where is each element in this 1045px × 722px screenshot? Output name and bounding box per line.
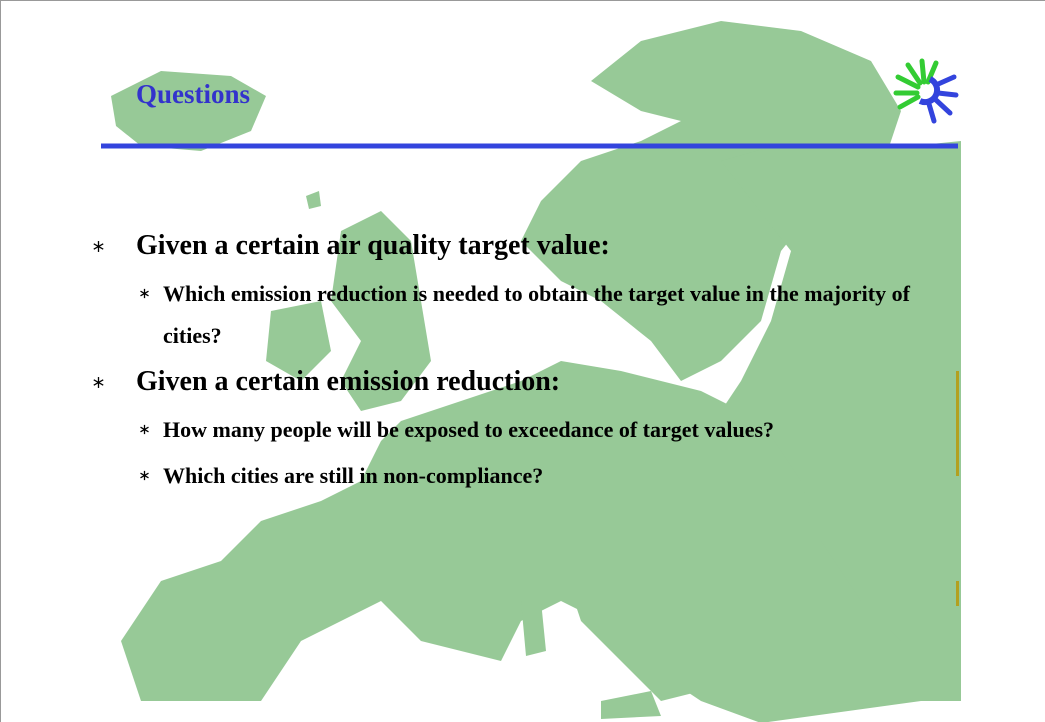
edge-strip	[956, 371, 959, 476]
edge-strip	[956, 581, 959, 606]
sub-bullet-text: How many people will be exposed to excee…	[163, 417, 775, 442]
sub-bullet-marker	[140, 470, 149, 481]
bullet-marker	[93, 377, 104, 388]
sub-bullet-text: Which cities are still in non-compliance…	[163, 463, 544, 488]
sub-bullet-marker	[140, 424, 149, 435]
logo	[893, 58, 959, 124]
sub-bullet-marker	[140, 288, 149, 299]
slide-title: Questions	[136, 79, 251, 109]
bullet-text: Given a certain air quality target value…	[136, 230, 610, 261]
sub-bullet-text: Which emission reduction is needed to ob…	[163, 281, 910, 348]
bullet-text: Given a certain emission reduction:	[136, 366, 561, 397]
bullet-marker	[93, 241, 104, 252]
